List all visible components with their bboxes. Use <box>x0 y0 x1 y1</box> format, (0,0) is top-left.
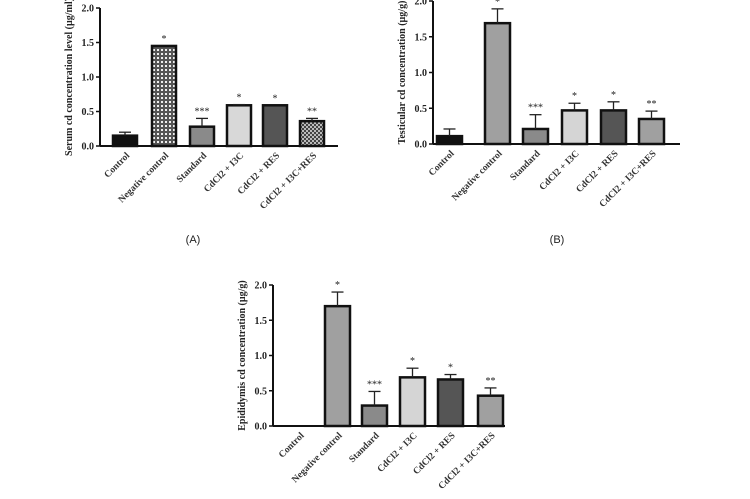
y-axis-label: Serum cd concentration level (µg/ml) <box>64 0 75 156</box>
y-tick-label: 1.0 <box>415 68 428 79</box>
significance-label: ** <box>647 99 657 110</box>
bar <box>599 109 628 146</box>
y-tick-label: 2.0 <box>255 281 268 292</box>
panel-label: (B) <box>550 234 565 246</box>
x-tick-label: Control <box>427 149 457 179</box>
significance-label: * <box>237 93 242 104</box>
y-tick-label: 1.5 <box>82 38 95 49</box>
bar <box>323 304 352 428</box>
x-tick-label: Control <box>277 431 307 461</box>
chart-2: 0.0 0.5 1.0 1.5 2.0 Testicular cd concentrati… <box>397 0 680 246</box>
y-tick-label: 2.0 <box>415 0 428 8</box>
bar <box>188 125 216 148</box>
bar <box>225 104 253 148</box>
significance-label: *** <box>367 379 382 390</box>
y-tick-label: 1.0 <box>255 351 268 362</box>
y-tick-label: 1.5 <box>415 32 428 43</box>
x-tick-label: Standard <box>348 431 382 465</box>
significance-label: * <box>611 90 616 101</box>
y-tick-label: 1.5 <box>255 316 268 327</box>
y-tick-label: 0.5 <box>415 104 428 115</box>
y-tick-label: 0.0 <box>415 140 428 151</box>
bar <box>435 134 464 146</box>
bar <box>476 394 505 428</box>
significance-label: * <box>335 280 340 291</box>
bar <box>521 127 550 146</box>
bar <box>637 117 666 146</box>
significance-label: * <box>495 0 500 8</box>
bar <box>483 21 512 146</box>
x-tick-label: Standard <box>509 149 543 183</box>
y-axis-label: Testicular cd concentration (µg/g) <box>397 1 408 145</box>
bar <box>436 378 465 428</box>
y-tick-label: 0.0 <box>255 422 268 433</box>
bar <box>150 44 178 148</box>
significance-label: * <box>162 34 167 45</box>
x-tick-label: Control <box>103 151 133 181</box>
x-tick-label: Negative control <box>450 149 504 203</box>
bar <box>298 119 326 148</box>
y-tick-label: 1.0 <box>82 73 95 84</box>
significance-label: * <box>572 91 577 102</box>
significance-label: *** <box>528 103 543 114</box>
significance-label: ** <box>486 376 496 387</box>
bar <box>261 104 289 148</box>
x-tick-label: Standard <box>175 151 209 185</box>
y-tick-label: 0.0 <box>82 142 95 153</box>
chart-1: 0.0 0.5 1.0 1.5 2.0 Serum cd concentration le… <box>64 0 338 246</box>
bar <box>560 109 589 146</box>
bar <box>111 134 139 148</box>
y-tick-label: 2.0 <box>82 4 95 15</box>
y-axis-label: Epididymis cd concentration (µg/g) <box>237 280 248 431</box>
significance-label: *** <box>195 106 210 117</box>
bar <box>360 404 389 428</box>
y-tick-label: 0.5 <box>255 386 268 397</box>
y-tick-label: 0.5 <box>82 107 95 118</box>
significance-label: * <box>448 363 453 374</box>
panel-label: (A) <box>186 234 201 246</box>
significance-label: * <box>273 93 278 104</box>
chart-3: 0.0 0.5 1.0 1.5 2.0 Epididymis cd concentrati… <box>237 280 505 492</box>
bar <box>398 376 427 428</box>
significance-label: ** <box>307 106 317 117</box>
significance-label: * <box>410 356 415 367</box>
